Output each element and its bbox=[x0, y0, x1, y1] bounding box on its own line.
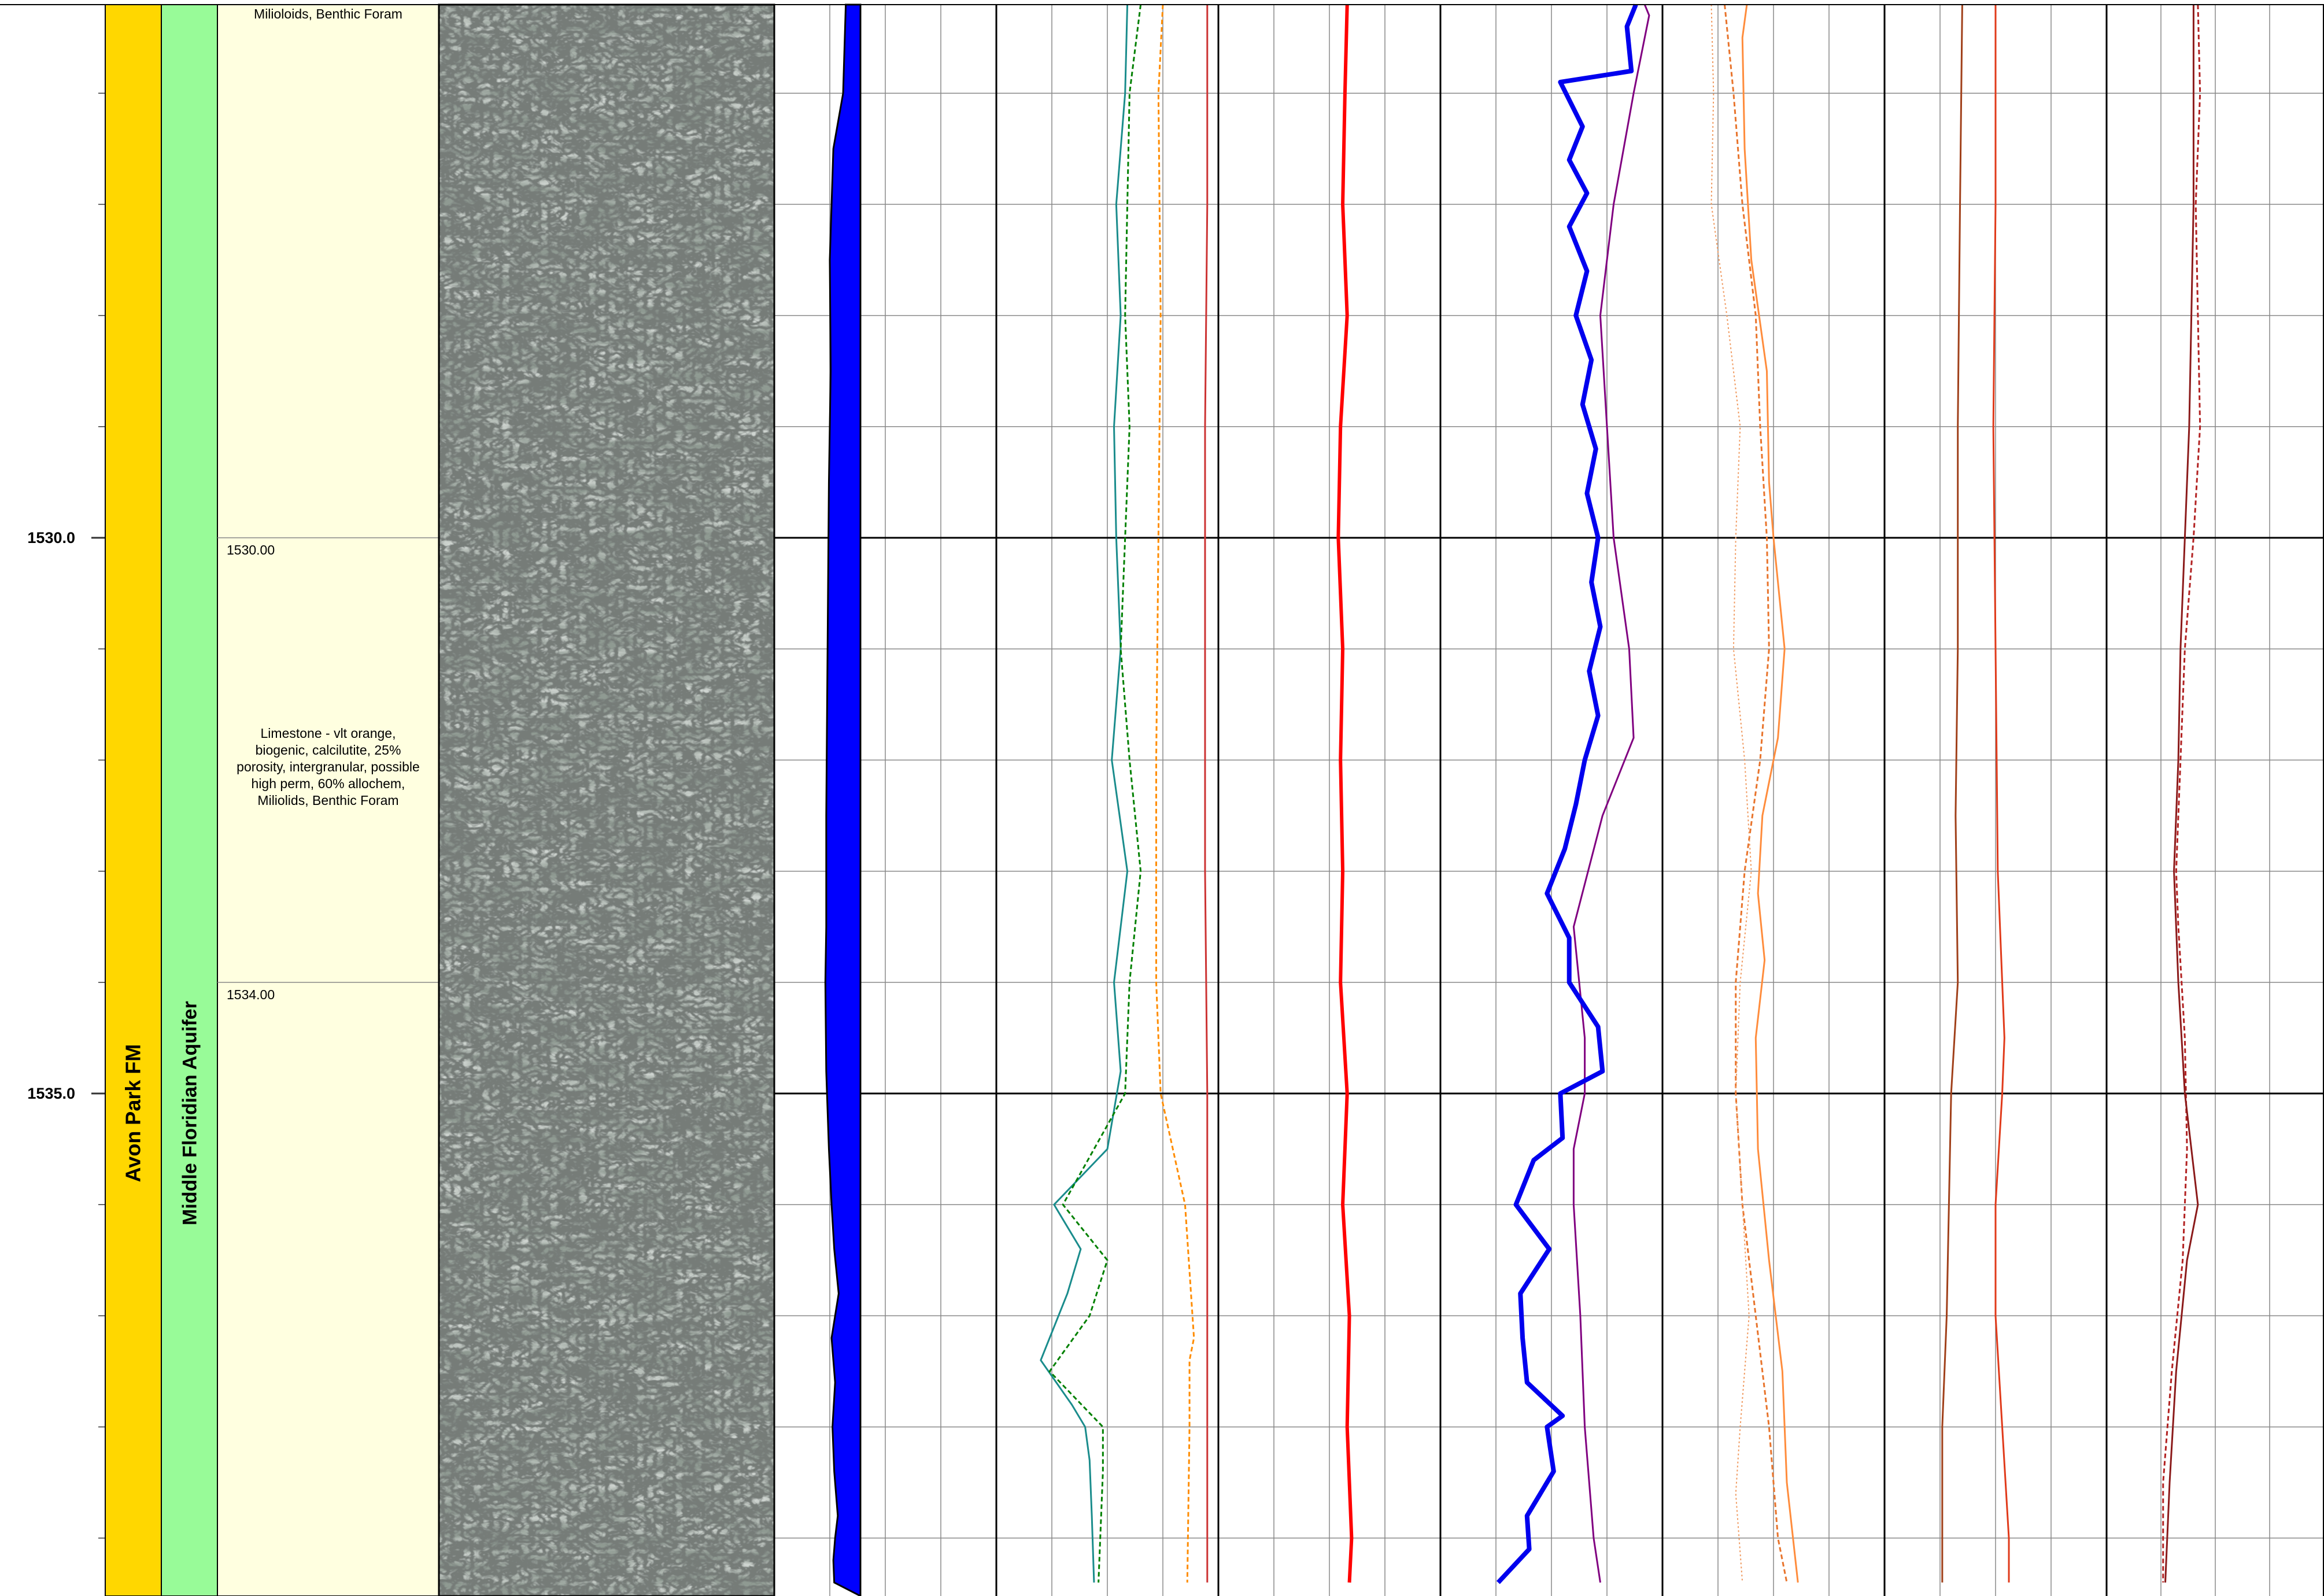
lithology-track: Milioloids, Benthic Foram 1530.00 Limeston… bbox=[217, 4, 439, 1596]
lithology-description: biogenic, calcilutite, 25% bbox=[256, 742, 401, 758]
lithology-depth-label: 1534.00 bbox=[227, 987, 275, 1002]
aquifer-track: Middle Floridian Aquifer bbox=[161, 4, 218, 1596]
aquifer-label: Middle Floridian Aquifer bbox=[179, 1001, 201, 1225]
depth-tick-label: 1535.0 bbox=[27, 1085, 75, 1102]
log-curve bbox=[1741, 4, 1799, 1583]
lithology-description: Miliolids, Benthic Foram bbox=[257, 793, 398, 808]
log-curve bbox=[1048, 4, 1142, 1583]
lithology-description: high perm, 60% allochem, bbox=[252, 776, 405, 791]
log-curve bbox=[1992, 5, 2010, 1583]
curve-track-2 bbox=[1336, 4, 1354, 1583]
curve-track-4 bbox=[1710, 4, 1799, 1583]
core-spots bbox=[439, 5, 774, 1596]
formation-column bbox=[105, 4, 162, 1596]
curve-track-3 bbox=[1496, 3, 1650, 1584]
log-curve bbox=[1710, 4, 1752, 1583]
lithology-depth-label: 1530.00 bbox=[227, 542, 275, 557]
caliper-fill bbox=[824, 3, 862, 1596]
log-curve bbox=[1040, 4, 1129, 1583]
log-curve bbox=[1336, 4, 1354, 1583]
track-grid bbox=[774, 5, 2324, 1596]
lithology-description: porosity, intergranular, possible bbox=[237, 759, 420, 774]
lithology-description: Limestone - vlt orange, bbox=[261, 726, 396, 741]
caliper-track bbox=[824, 3, 862, 1596]
log-curve bbox=[1572, 4, 1650, 1583]
depth-track: 1530.0 1535.0 bbox=[27, 93, 105, 1539]
log-curve bbox=[2164, 5, 2199, 1583]
lithology-column bbox=[217, 4, 439, 1596]
log-curve bbox=[2162, 4, 2201, 1583]
log-curve bbox=[1496, 3, 1638, 1584]
core-image-track bbox=[438, 3, 775, 1596]
log-curve bbox=[1724, 4, 1788, 1583]
depth-tick-label: 1530.0 bbox=[27, 529, 75, 546]
log-curve bbox=[1204, 5, 1209, 1583]
curve-tracks bbox=[1040, 3, 2201, 1584]
track-borders bbox=[0, 4, 2324, 1596]
formation-label: Avon Park FM bbox=[121, 1044, 145, 1183]
curve-track-6 bbox=[2162, 4, 2201, 1583]
log-curve bbox=[1155, 4, 1195, 1583]
curve-track-1 bbox=[1040, 4, 1209, 1583]
log-curve bbox=[1941, 4, 1963, 1583]
formation-track: Avon Park FM bbox=[105, 4, 162, 1596]
curve-track-5 bbox=[1941, 4, 2010, 1583]
lithology-description: Milioloids, Benthic Foram bbox=[254, 6, 402, 21]
aquifer-column bbox=[161, 4, 218, 1596]
